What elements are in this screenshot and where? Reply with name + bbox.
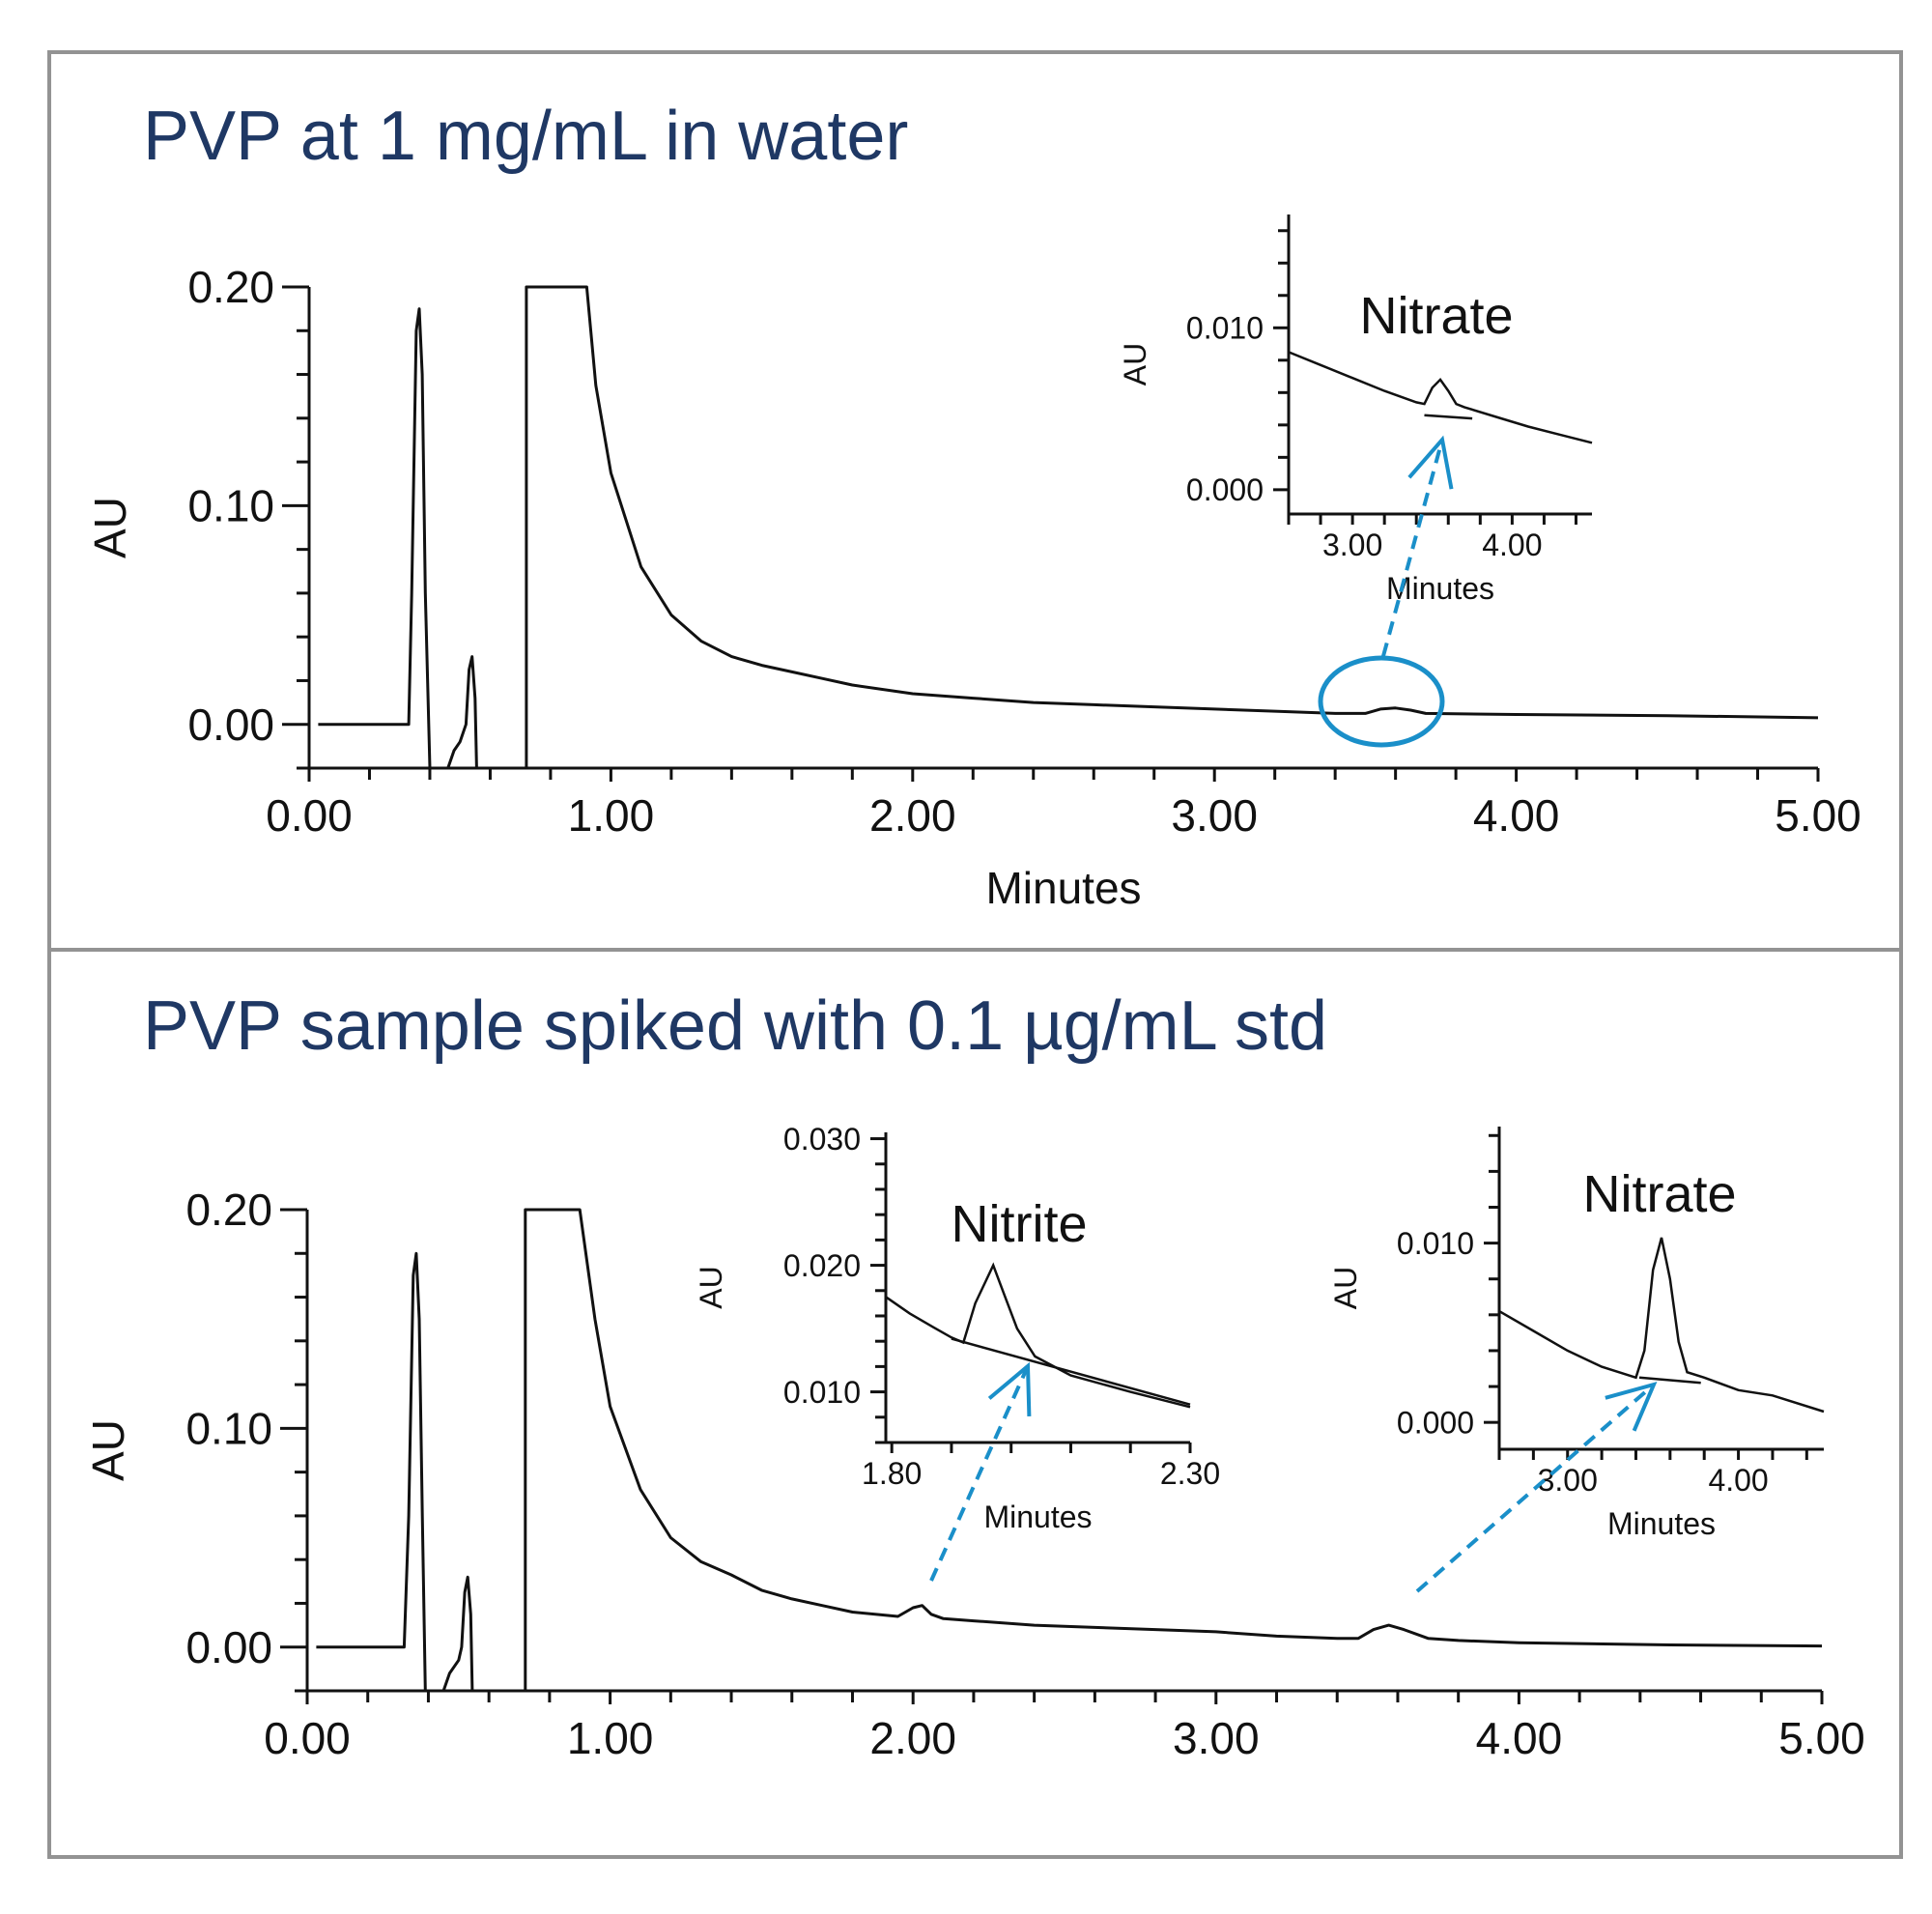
callout-dashed-arrow: [1381, 439, 1444, 657]
x-tick-label: 2.00: [869, 790, 956, 841]
panel-title: PVP sample spiked with 0.1 µg/mL std: [143, 987, 1328, 1065]
y-tick-label: 0.00: [185, 1622, 272, 1672]
x-tick-label: 0.00: [264, 1713, 351, 1763]
callout-dashed-arrow: [929, 1365, 1030, 1582]
y-tick-label: 0.030: [783, 1122, 861, 1157]
x-tick-label: 3.00: [1538, 1463, 1598, 1498]
y-tick-label: 0.020: [783, 1248, 861, 1283]
x-axis-title: Minutes: [1386, 571, 1494, 606]
x-tick-label: 2.30: [1160, 1456, 1220, 1491]
x-axis-title: Minutes: [985, 863, 1141, 913]
inset-baseline: [951, 1337, 1191, 1406]
chart-panel-bottom: PVP sample spiked with 0.1 µg/mL std: [47, 948, 1903, 1859]
callout-dashed-arrow: [1415, 1383, 1656, 1593]
x-tick-label: 1.80: [862, 1456, 922, 1491]
y-axis-title: AU: [85, 497, 135, 558]
peak-highlight-circle: [1318, 655, 1445, 748]
y-tick-label: 0.010: [783, 1375, 861, 1410]
x-tick-label: 4.00: [1482, 528, 1542, 562]
arrow-head-icon: [1407, 435, 1454, 490]
chromatogram-trace: [318, 285, 1819, 770]
x-tick-label: 4.00: [1473, 790, 1560, 841]
y-axis-title: AU: [694, 1266, 728, 1308]
x-tick-label: 0.00: [266, 790, 353, 841]
y-tick-label: 0.010: [1186, 310, 1264, 345]
peak-label-nitrate: Nitrate: [1359, 287, 1513, 345]
x-tick-label: 5.00: [1775, 790, 1861, 841]
panel-title: PVP at 1 mg/mL in water: [143, 98, 909, 175]
chromatogram-trace: [316, 1208, 1823, 1693]
y-tick-label: 0.20: [185, 1185, 272, 1235]
x-tick-label: 4.00: [1708, 1463, 1768, 1498]
inset-baseline: [1424, 414, 1473, 420]
x-tick-label: 3.00: [1322, 528, 1382, 562]
x-axis-title: Minutes: [1607, 1506, 1716, 1541]
chart-panel-top: PVP at 1 mg/mL in water: [47, 50, 1903, 952]
inset-baseline: [1638, 1376, 1701, 1385]
x-tick-label: 1.00: [567, 1713, 654, 1763]
x-tick-label: 3.00: [1173, 1713, 1260, 1763]
arrow-head-icon: [1605, 1381, 1658, 1432]
inset-trace: [1498, 1237, 1825, 1414]
peak-label-nitrite: Nitrite: [951, 1195, 1087, 1253]
y-tick-label: 0.10: [187, 480, 274, 530]
y-tick-label: 0.10: [185, 1403, 272, 1453]
x-tick-label: 2.00: [869, 1713, 956, 1763]
y-axis-title: AU: [83, 1419, 133, 1481]
y-tick-label: 0.000: [1397, 1405, 1474, 1440]
y-tick-label: 0.00: [187, 700, 274, 750]
y-tick-label: 0.20: [187, 262, 274, 312]
x-tick-label: 3.00: [1171, 790, 1258, 841]
x-axis-title: Minutes: [983, 1500, 1092, 1534]
inset-trace: [885, 1262, 1191, 1409]
x-tick-label: 1.00: [568, 790, 655, 841]
x-tick-label: 4.00: [1476, 1713, 1563, 1763]
y-tick-label: 0.010: [1397, 1226, 1474, 1261]
arrow-head-icon: [987, 1361, 1032, 1417]
inset-trace: [1288, 351, 1593, 444]
peak-label-nitrate: Nitrate: [1582, 1165, 1736, 1223]
y-axis-title: AU: [1118, 343, 1152, 386]
y-tick-label: 0.000: [1186, 472, 1264, 507]
y-axis-title: AU: [1328, 1267, 1363, 1309]
x-tick-label: 5.00: [1778, 1713, 1865, 1763]
